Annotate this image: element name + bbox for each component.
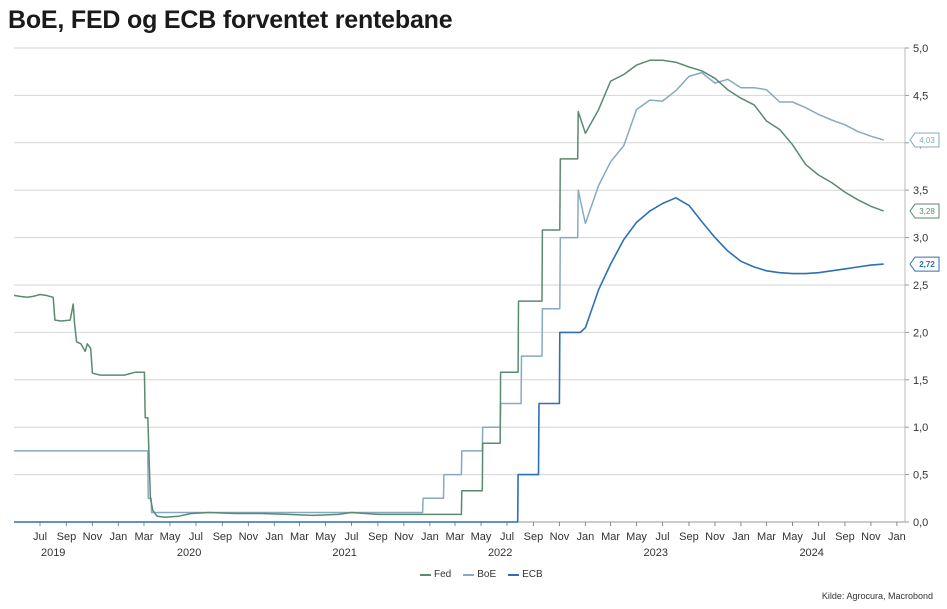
end-label-text-fed: 3,28 [919, 207, 935, 216]
y-tick-label: 0,0 [913, 517, 928, 529]
x-tick-label: Jul [500, 531, 514, 543]
legend-item-ecb: ECB [508, 569, 543, 580]
x-year-label: 2019 [41, 547, 65, 559]
x-tick-label: Sep [524, 531, 544, 543]
x-tick-label: Nov [239, 531, 259, 543]
end-label-text-ecb: 2,72 [919, 260, 935, 269]
end-labels: 4,03 3,28 2,72 [909, 132, 940, 272]
y-tick-label: 2,5 [913, 280, 928, 292]
x-tick-label: Sep [213, 531, 233, 543]
end-label-ecb: 2,72 [909, 256, 940, 272]
end-label-boe: 4,03 [909, 132, 940, 148]
legend: Fed BoE ECB [420, 569, 543, 580]
end-label-text-boe: 4,03 [919, 136, 935, 145]
x-tick-label: Jan [577, 531, 595, 543]
x-tick-label: Mar [290, 531, 309, 543]
x-year-label: 2021 [332, 547, 356, 559]
x-tick-label: Sep [679, 531, 699, 543]
x-tick-label: Jul [33, 531, 47, 543]
series-lines [13, 59, 884, 523]
legend-label-fed: Fed [434, 569, 452, 580]
y-tick-label: 0,5 [913, 470, 928, 482]
y-tick-label: 1,0 [913, 422, 928, 434]
legend-item-boe: BoE [463, 569, 496, 580]
x-tick-label: Jul [811, 531, 825, 543]
y-tick-label: 3,5 [913, 185, 928, 197]
x-tick-label: Jul [189, 531, 203, 543]
x-tick-label: Jan [110, 531, 128, 543]
legend-swatch-boe [463, 573, 475, 576]
end-label-box-boe [909, 132, 940, 148]
y-tick-label: 3,0 [913, 233, 928, 245]
x-tick-label: Jul [656, 531, 670, 543]
y-tick-label: 1,5 [913, 375, 928, 387]
y-tick-label: 2,0 [913, 327, 928, 339]
x-tick-label: Jan [732, 531, 750, 543]
x-tick-label: May [315, 531, 336, 543]
x-tick-label: May [782, 531, 803, 543]
x-tick-label: Mar [601, 531, 620, 543]
legend-swatch-ecb [508, 573, 520, 576]
legend-swatch-fed [420, 573, 431, 576]
x-tick-label: Jan [888, 531, 906, 543]
x-year-label: 2024 [799, 547, 823, 559]
end-label-fed: 3,28 [909, 203, 940, 219]
series-line-fed [13, 59, 884, 519]
x-tick-label: May [160, 531, 181, 543]
x-tick-label: Sep [368, 531, 388, 543]
x-tick-label: May [471, 531, 492, 543]
series-line-boe [14, 71, 884, 514]
y-tick-label: 4,5 [913, 90, 928, 102]
x-tick-label: Mar [134, 531, 153, 543]
axis-ticks: 0,00,51,01,52,02,53,03,54,04,55,0JulSepN… [33, 43, 928, 559]
y-tick-label: 5,0 [913, 43, 928, 55]
x-tick-label: Nov [550, 531, 570, 543]
legend-item-fed: Fed [420, 569, 451, 580]
chart-title: BoE, FED og ECB forventet rentebane [8, 6, 453, 34]
x-tick-label: Sep [835, 531, 855, 543]
x-tick-label: Mar [757, 531, 776, 543]
source-note: Kilde: Agrocura, Macrobond [821, 591, 933, 601]
series-line-ecb [14, 197, 884, 523]
x-tick-label: Jul [344, 531, 358, 543]
x-year-label: 2022 [488, 547, 512, 559]
x-year-label: 2023 [643, 547, 667, 559]
x-year-label: 2020 [177, 547, 201, 559]
legend-label-boe: BoE [477, 569, 497, 580]
x-tick-label: Mar [446, 531, 465, 543]
end-label-box-fed [909, 203, 940, 219]
x-tick-label: Jan [265, 531, 283, 543]
x-tick-label: May [626, 531, 647, 543]
x-tick-label: Nov [83, 531, 103, 543]
x-tick-label: Jan [421, 531, 439, 543]
x-tick-label: Nov [705, 531, 725, 543]
x-tick-label: Nov [394, 531, 414, 543]
end-label-box-ecb [909, 256, 940, 272]
legend-label-ecb: ECB [522, 569, 543, 580]
x-tick-label: Nov [861, 531, 881, 543]
x-tick-label: Sep [57, 531, 77, 543]
